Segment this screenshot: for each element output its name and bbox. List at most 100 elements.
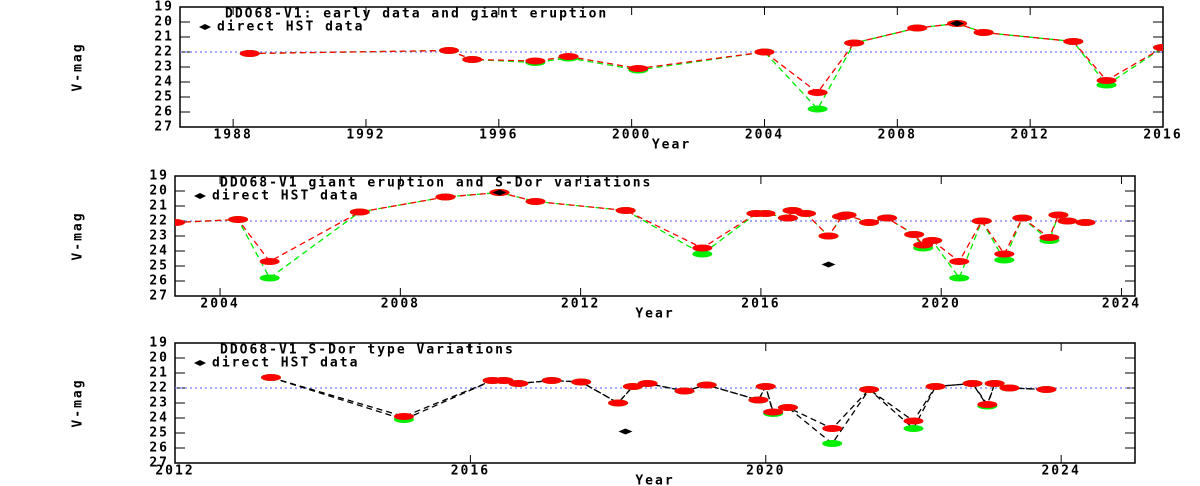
data-point [795, 210, 816, 217]
data-point [777, 214, 798, 222]
x-tick-label: 2016 [1143, 128, 1182, 143]
y-tick-label: 26 [149, 274, 169, 289]
x-tick-label: 2000 [612, 128, 651, 143]
y-tick-label: 20 [154, 15, 174, 30]
hst-point [618, 428, 633, 435]
data-point [999, 384, 1020, 392]
y-tick-label: 27 [149, 456, 169, 471]
data-point [818, 232, 839, 240]
data-point [558, 53, 579, 60]
x-axis-label: Year [635, 307, 674, 322]
data-point [259, 258, 280, 265]
data-point [973, 29, 994, 36]
data-point [608, 399, 629, 407]
data-point [844, 39, 865, 47]
y-tick-label: 24 [149, 411, 169, 426]
data-point [1048, 211, 1069, 219]
y-tick-label: 26 [149, 441, 169, 456]
x-tick-label: 2020 [922, 297, 961, 312]
data-point [971, 217, 992, 225]
legend-marker [199, 24, 211, 30]
data-point [748, 396, 769, 404]
y-tick-label: 20 [149, 184, 169, 199]
data-point [1012, 214, 1033, 222]
x-tick-label: 2008 [381, 297, 420, 312]
data-point [1057, 217, 1078, 225]
data-point [994, 256, 1015, 264]
y-tick-label: 22 [149, 214, 169, 229]
data-point [903, 425, 924, 432]
data-point [628, 65, 649, 72]
y-tick-label: 22 [154, 45, 174, 60]
data-point [1075, 219, 1096, 226]
legend-label: direct HST data [212, 189, 359, 204]
data-point [462, 56, 483, 63]
data-point [822, 425, 843, 432]
data-point [228, 216, 249, 223]
data-point [904, 231, 925, 238]
y-tick-label: 23 [154, 60, 174, 75]
data-point [807, 105, 828, 113]
y-tick-label: 23 [149, 229, 169, 244]
y-tick-label: 21 [154, 30, 174, 45]
y-tick-label: 25 [149, 426, 169, 441]
chart-title: DDO68-V1: early data and giant eruption [225, 7, 608, 22]
data-point [807, 89, 828, 96]
legend-label: direct HST data [217, 20, 364, 35]
data-point [525, 198, 546, 205]
y-tick-label: 19 [149, 336, 169, 351]
data-point [393, 413, 414, 420]
y-tick-label: 25 [154, 90, 174, 105]
y-tick-label: 21 [149, 199, 169, 214]
data-point [493, 377, 514, 384]
data-point [754, 48, 775, 56]
x-tick-label: 2012 [561, 297, 600, 312]
plot-area [175, 189, 1096, 282]
chart-title: DDO68-V1 giant eruption and S-Dor variat… [220, 176, 652, 191]
x-tick-label: 2008 [878, 128, 917, 143]
data-point [994, 250, 1015, 258]
y-tick-label: 24 [149, 244, 169, 259]
data-point [349, 208, 370, 216]
data-point [525, 57, 546, 65]
legend-marker [194, 193, 206, 199]
data-point [763, 408, 784, 416]
x-tick-label: 2004 [745, 128, 784, 143]
data-point [859, 386, 880, 393]
y-tick-label: 25 [149, 259, 169, 274]
y-tick-label: 22 [149, 381, 169, 396]
y-tick-label: 24 [154, 75, 174, 90]
y-tick-label: 26 [154, 105, 174, 120]
y-tick-label: 20 [149, 351, 169, 366]
x-tick-label: 2012 [155, 464, 194, 479]
data-point [637, 380, 658, 387]
data-point [175, 219, 185, 226]
data-point [571, 378, 592, 386]
data-point [903, 417, 924, 425]
data-point [949, 274, 970, 282]
x-tick-label: 1988 [213, 128, 252, 143]
hst-point [492, 189, 507, 196]
data-point [1153, 44, 1163, 51]
data-point [984, 380, 1005, 387]
legend-marker [194, 360, 206, 366]
data-point [907, 24, 928, 32]
plot-area [239, 20, 1163, 113]
y-tick-label: 23 [149, 396, 169, 411]
data-point [1063, 38, 1084, 45]
data-point [674, 387, 695, 395]
data-point [962, 380, 983, 387]
x-tick-label: 2012 [1011, 128, 1050, 143]
data-point [438, 47, 459, 54]
y-axis-label: V-mag [71, 211, 86, 260]
data-point [822, 440, 843, 447]
data-point [622, 383, 643, 390]
chart-title: DDO68-V1 S-Dor type Variations [220, 343, 515, 358]
data-point [615, 207, 636, 214]
data-point [922, 237, 943, 244]
data-point [692, 244, 713, 252]
data-point [508, 380, 529, 387]
series-line [249, 22, 1163, 94]
